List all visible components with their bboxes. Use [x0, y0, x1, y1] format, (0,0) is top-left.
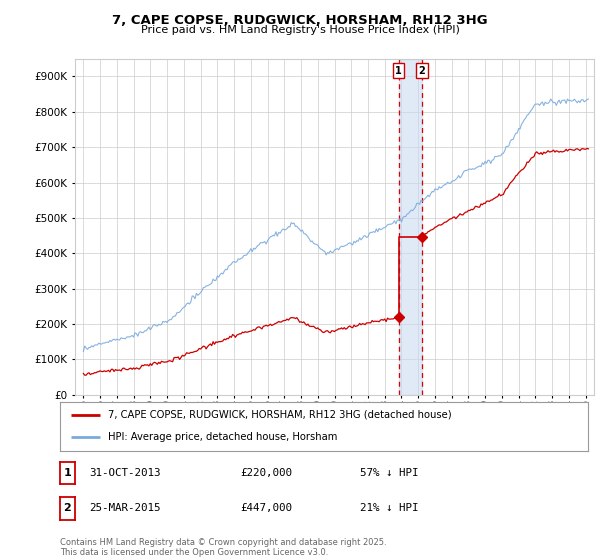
- Text: 21% ↓ HPI: 21% ↓ HPI: [360, 503, 419, 514]
- Text: 2: 2: [419, 66, 425, 76]
- Text: 7, CAPE COPSE, RUDGWICK, HORSHAM, RH12 3HG (detached house): 7, CAPE COPSE, RUDGWICK, HORSHAM, RH12 3…: [107, 410, 451, 420]
- Text: 25-MAR-2015: 25-MAR-2015: [89, 503, 160, 514]
- Text: 2: 2: [64, 503, 71, 514]
- Text: 1: 1: [395, 66, 402, 76]
- Text: Price paid vs. HM Land Registry's House Price Index (HPI): Price paid vs. HM Land Registry's House …: [140, 25, 460, 35]
- Bar: [398, 59, 422, 395]
- Text: 31-OCT-2013: 31-OCT-2013: [89, 468, 160, 478]
- Text: 7, CAPE COPSE, RUDGWICK, HORSHAM, RH12 3HG: 7, CAPE COPSE, RUDGWICK, HORSHAM, RH12 3…: [112, 14, 488, 27]
- Text: 57% ↓ HPI: 57% ↓ HPI: [360, 468, 419, 478]
- Text: £220,000: £220,000: [240, 468, 292, 478]
- Text: HPI: Average price, detached house, Horsham: HPI: Average price, detached house, Hors…: [107, 432, 337, 442]
- Text: 1: 1: [64, 468, 71, 478]
- Text: Contains HM Land Registry data © Crown copyright and database right 2025.
This d: Contains HM Land Registry data © Crown c…: [60, 538, 386, 557]
- Text: £447,000: £447,000: [240, 503, 292, 514]
